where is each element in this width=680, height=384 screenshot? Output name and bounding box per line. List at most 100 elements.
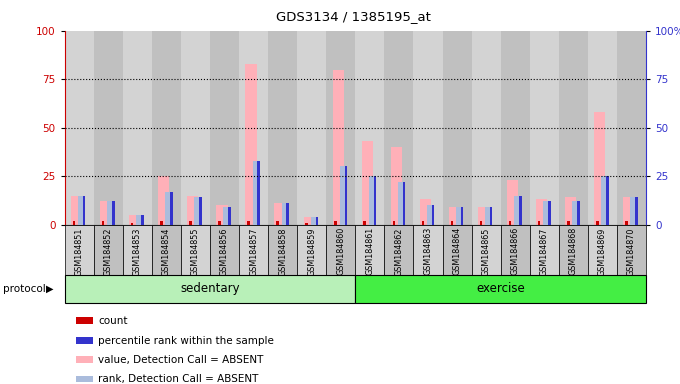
Bar (509, 221, 511, 225)
Text: GSM184860: GSM184860 (337, 227, 345, 275)
Text: rank, Detection Call = ABSENT: rank, Detection Call = ABSENT (99, 374, 258, 384)
Bar (65, 31, 94, 225)
Bar (559, 225, 588, 275)
Text: GSM184857: GSM184857 (249, 227, 258, 276)
Bar (136, 215, 143, 225)
Bar (152, 225, 181, 275)
Bar (194, 197, 201, 225)
Bar (617, 225, 646, 275)
Text: GSM184865: GSM184865 (481, 227, 490, 275)
Text: GSM184861: GSM184861 (365, 227, 374, 275)
Bar (216, 205, 228, 225)
Bar (625, 221, 628, 225)
Bar (297, 31, 326, 225)
Bar (268, 225, 297, 275)
Bar (257, 161, 260, 225)
Bar (624, 197, 634, 225)
Bar (427, 205, 434, 225)
Bar (199, 197, 202, 225)
Bar (122, 225, 152, 275)
Bar (224, 207, 231, 225)
Bar (443, 225, 472, 275)
Bar (311, 217, 318, 225)
Bar (536, 199, 547, 225)
Bar (76, 356, 92, 363)
Bar (129, 215, 140, 225)
Bar (181, 225, 210, 275)
Text: GSM184858: GSM184858 (278, 227, 287, 275)
Bar (391, 147, 402, 225)
Bar (83, 195, 86, 225)
Bar (160, 221, 163, 225)
Bar (286, 203, 289, 225)
Bar (218, 221, 221, 225)
Bar (335, 221, 337, 225)
Bar (152, 31, 181, 225)
Bar (480, 221, 482, 225)
Bar (530, 31, 559, 225)
Bar (355, 31, 384, 225)
Bar (355, 225, 384, 275)
Bar (102, 221, 105, 225)
Bar (543, 201, 550, 225)
Text: protocol: protocol (3, 284, 46, 294)
Bar (500, 225, 530, 275)
Bar (78, 195, 85, 225)
Bar (71, 195, 82, 225)
Bar (187, 195, 199, 225)
Bar (170, 192, 173, 225)
Bar (316, 217, 318, 225)
Bar (210, 225, 239, 275)
Text: GSM184852: GSM184852 (104, 227, 113, 276)
Bar (588, 31, 617, 225)
Text: ▶: ▶ (46, 284, 54, 294)
Bar (141, 215, 143, 225)
Bar (422, 221, 424, 225)
Bar (94, 225, 122, 275)
Bar (276, 221, 279, 225)
Bar (577, 201, 579, 225)
Bar (326, 225, 355, 275)
Bar (617, 31, 646, 225)
Bar (559, 31, 588, 225)
Bar (500, 31, 530, 225)
Bar (268, 31, 297, 225)
Bar (588, 225, 617, 275)
Bar (282, 203, 289, 225)
Bar (275, 203, 286, 225)
Text: GSM184855: GSM184855 (191, 227, 200, 276)
Text: sedentary: sedentary (180, 283, 240, 295)
Bar (181, 31, 210, 225)
Text: value, Detection Call = ABSENT: value, Detection Call = ABSENT (99, 355, 264, 365)
Text: exercise: exercise (476, 283, 525, 295)
Bar (373, 176, 376, 225)
Bar (538, 221, 541, 225)
Text: percentile rank within the sample: percentile rank within the sample (99, 336, 274, 346)
Bar (413, 225, 443, 275)
Bar (461, 207, 463, 225)
Bar (420, 199, 431, 225)
Bar (100, 201, 112, 225)
Bar (369, 176, 376, 225)
Bar (131, 223, 133, 225)
Bar (364, 221, 366, 225)
Bar (398, 182, 405, 225)
Text: GSM184859: GSM184859 (307, 227, 316, 276)
Text: GDS3134 / 1385195_at: GDS3134 / 1385195_at (276, 10, 431, 23)
Bar (594, 112, 605, 225)
Bar (297, 225, 326, 275)
Bar (333, 70, 344, 225)
Bar (635, 197, 638, 225)
Bar (451, 221, 454, 225)
Bar (507, 180, 518, 225)
Bar (530, 225, 559, 275)
Bar (239, 225, 268, 275)
Text: GSM184851: GSM184851 (75, 227, 84, 275)
Text: GSM184854: GSM184854 (162, 227, 171, 275)
Bar (432, 205, 435, 225)
Bar (340, 167, 347, 225)
Bar (573, 201, 579, 225)
Text: GSM184862: GSM184862 (394, 227, 403, 275)
Bar (472, 225, 500, 275)
Text: GSM184853: GSM184853 (133, 227, 141, 275)
